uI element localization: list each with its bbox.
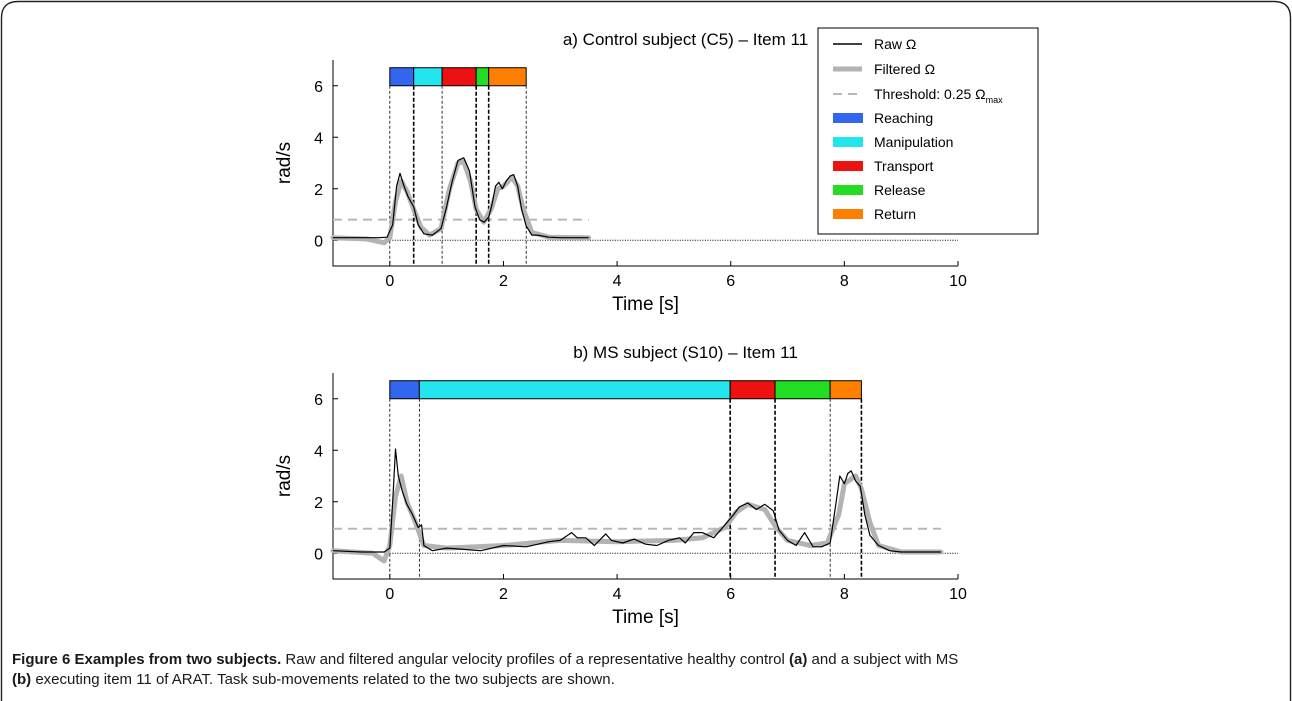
y-tick-label-a: 4 (314, 130, 323, 147)
x-tick-label-b: 10 (949, 586, 967, 603)
axes-a (332, 60, 958, 267)
legend-label-return: Return (874, 206, 916, 222)
x-tick-label-b: 6 (726, 586, 735, 603)
legend-label-transport: Transport (874, 158, 934, 174)
x-axis-label-b: Time [s] (612, 607, 679, 628)
figure-caption: Figure 6 Examples from two subjects. Raw… (12, 650, 1282, 690)
raw-series-line-b (332, 448, 941, 553)
legend-box (817, 27, 1039, 235)
y-tick-label-a: 6 (314, 79, 323, 96)
legend-swatch-release (833, 185, 863, 195)
phase-bar-manipulation-a (413, 67, 443, 87)
panel-a: a) Control subject (C5) – Item 11 0 2 4 6 8 10… (274, 30, 967, 315)
legend-swatch-manipulation (833, 137, 863, 147)
y-axis-label-a: rad/s (274, 142, 295, 184)
phase-bar-return-b (829, 380, 862, 400)
phase-bar-manipulation-b (418, 380, 731, 400)
legend-swatch-return (833, 209, 863, 219)
figure-canvas: a) Control subject (C5) – Item 11 0 2 4 6 8 10… (274, 27, 1039, 628)
legend-label-filtered: Filtered Ω (874, 61, 935, 77)
filtered-series-line-b (330, 473, 944, 564)
x-tick-label-b: 4 (613, 586, 622, 603)
y-tick-label-a: 0 (314, 233, 323, 250)
x-tick-label-b: 8 (840, 586, 849, 603)
legend-label-raw: Raw Ω (874, 36, 916, 52)
caption-text-3: executing item 11 of ARAT. Task sub-move… (31, 671, 615, 688)
legend-label-manipulation: Manipulation (874, 134, 953, 150)
x-tick-label-a: 6 (726, 273, 735, 290)
phase-bar-release-b (774, 380, 831, 400)
x-tick-label-b: 2 (499, 586, 508, 603)
legend: Raw Ω Filtered Ω Threshold: 0.25 Ωmax Reach… (817, 27, 1039, 235)
legend-swatch-transport (833, 161, 863, 171)
phase-bar-return-a (488, 67, 527, 87)
caption-text-2: and a subject with MS (807, 651, 959, 668)
legend-label-subscript: max (986, 95, 1004, 105)
phase-bar-reaching-a (389, 67, 415, 87)
y-tick-label-b: 4 (314, 443, 323, 460)
x-tick-label-a: 8 (840, 273, 849, 290)
chart-title-a: a) Control subject (C5) – Item 11 (563, 30, 808, 49)
caption-ref-b: (b) (12, 671, 32, 688)
legend-label-release: Release (874, 182, 926, 198)
x-tick-label-b: 0 (385, 586, 394, 603)
filtered-series-line-a (330, 159, 592, 246)
phase-bar-reaching-b (389, 380, 420, 400)
panel-b: b) MS subject (S10) – Item 11 0 2 4 6 8 10 0 2 4 6… (274, 343, 967, 628)
y-tick-label-b: 6 (314, 392, 323, 409)
legend-label-reaching: Reaching (874, 110, 933, 126)
x-tick-label-a: 2 (499, 273, 508, 290)
phase-bar-transport-b (729, 380, 776, 400)
axes-b (332, 373, 958, 580)
chart-title-b: b) MS subject (S10) – Item 11 (573, 343, 798, 362)
caption-text-1: Raw and filtered angular velocity profil… (281, 651, 790, 668)
y-tick-label-b: 0 (314, 546, 323, 563)
x-tick-label-a: 10 (949, 273, 967, 290)
x-tick-label-a: 0 (385, 273, 394, 290)
caption-label: Figure 6 Examples from two subjects. (12, 651, 282, 668)
legend-label-threshold: Threshold: 0.25 Ωmax (874, 86, 1003, 105)
caption-ref-a: (a) (789, 651, 808, 668)
x-tick-label-a: 4 (613, 273, 622, 290)
phase-bar-release-a (475, 67, 490, 87)
phase-bar-transport-a (441, 67, 477, 87)
x-axis-label-a: Time [s] (612, 294, 679, 315)
y-tick-label-b: 2 (314, 495, 323, 512)
legend-swatch-reaching (833, 113, 863, 123)
y-axis-label-b: rad/s (274, 455, 295, 497)
raw-series-line-a (333, 157, 589, 239)
y-tick-label-a: 2 (314, 182, 323, 199)
